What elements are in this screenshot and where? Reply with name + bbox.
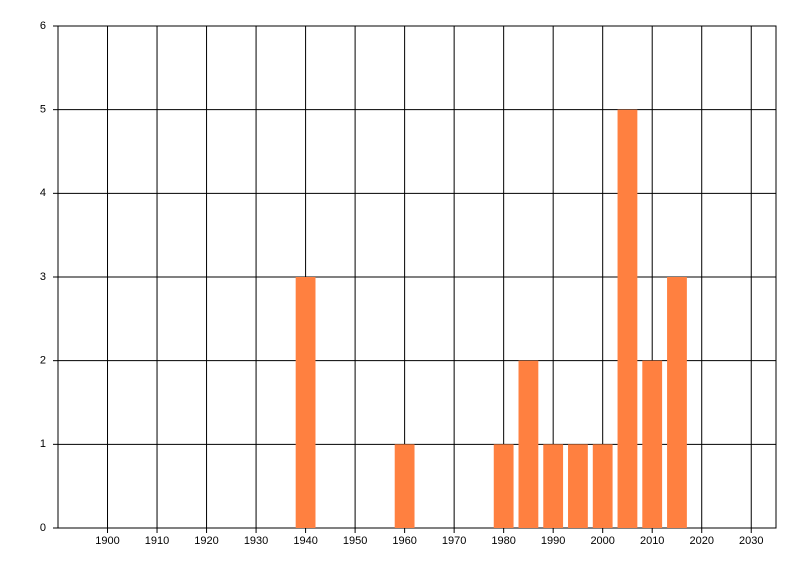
y-tick-label: 4 [40, 187, 46, 199]
y-tick-label: 3 [40, 271, 46, 283]
x-tick-label: 1930 [244, 535, 268, 547]
x-tick-label: 1950 [343, 535, 367, 547]
x-tick-label: 2010 [640, 535, 664, 547]
bar [667, 277, 687, 528]
x-tick-label: 1960 [392, 535, 416, 547]
y-tick-label: 2 [40, 355, 46, 367]
x-tick-label: 1910 [145, 535, 169, 547]
bar [592, 444, 613, 528]
bar [642, 360, 663, 528]
x-tick-label: 1980 [491, 535, 515, 547]
plot-frame [57, 25, 777, 529]
x-tick-label: 1990 [541, 535, 565, 547]
bar [394, 444, 415, 528]
bar [295, 277, 316, 528]
y-tick-label: 0 [40, 522, 46, 534]
x-tick-label: 1920 [194, 535, 218, 547]
bar [568, 444, 588, 528]
y-tick-label: 1 [40, 438, 46, 450]
x-tick-label: 1970 [442, 535, 466, 547]
x-tick-label: 2000 [590, 535, 614, 547]
y-tick-label: 6 [40, 20, 46, 32]
bar [543, 444, 564, 528]
bar [617, 109, 638, 529]
x-tick-label: 1900 [95, 535, 119, 547]
x-tick-label: 2020 [689, 535, 713, 547]
bar [518, 360, 539, 528]
x-tick-label: 2030 [739, 535, 763, 547]
bar [493, 444, 514, 528]
x-tick-label: 1940 [293, 535, 317, 547]
y-tick-label: 5 [40, 104, 46, 116]
